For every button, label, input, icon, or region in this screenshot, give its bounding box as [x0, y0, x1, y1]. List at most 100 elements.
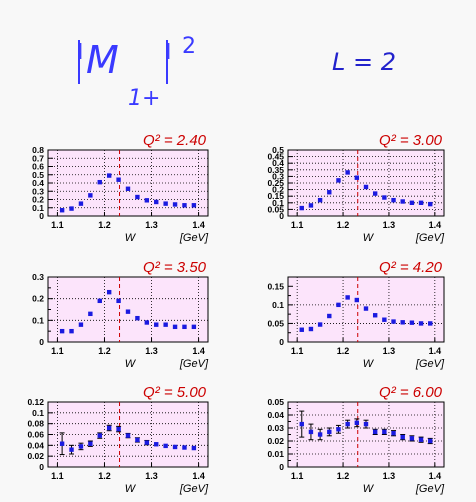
y-tick-label: 0.02: [267, 436, 284, 446]
y-tick-label: 0.7: [32, 153, 44, 163]
data-point: [154, 199, 159, 205]
data-point: [125, 433, 131, 438]
data-point: [172, 444, 178, 450]
data-point: [125, 186, 131, 191]
x-tick-label: 1.4: [429, 220, 442, 230]
data-point: [354, 297, 360, 303]
data-point: [69, 447, 74, 452]
data-point: [299, 205, 304, 211]
chart-panel-5: 1.1 1.2 1.3 1.4 00.020.040.060.080.10.12 Q² =…: [27, 384, 208, 495]
multipole-label: L = 2: [332, 48, 397, 76]
y-tick-label: 0.02: [27, 451, 44, 461]
y-tick-label: 0.35: [267, 165, 284, 175]
y-tick-label: 0.1: [272, 300, 284, 310]
data-point: [317, 197, 323, 203]
x-axis-unit: [GeV]: [415, 232, 445, 244]
y-tick-label: 0.05: [267, 204, 284, 214]
x-axis-unit: [GeV]: [179, 483, 209, 495]
data-point: [327, 313, 332, 319]
data-point: [354, 420, 360, 425]
y-tick-label: 0.25: [267, 178, 284, 188]
data-point: [154, 442, 159, 447]
y-tick-label: 0.05: [267, 397, 284, 407]
data-point: [59, 441, 65, 446]
y-tick-label: 0.3: [32, 272, 44, 282]
data-point: [125, 309, 131, 314]
data-point: [308, 326, 314, 332]
data-point: [97, 433, 102, 438]
data-point: [97, 179, 102, 185]
x-tick-label: 1.2: [98, 346, 111, 356]
data-point: [428, 438, 433, 444]
data-point: [363, 184, 369, 190]
data-point: [144, 440, 150, 445]
data-point: [327, 190, 332, 195]
y-tick-label: 0.4: [32, 178, 44, 188]
data-point: [409, 436, 415, 441]
x-tick-label: 1.2: [337, 471, 350, 481]
data-point: [428, 321, 433, 326]
y-tick-label: 0.06: [27, 430, 44, 440]
data-point: [354, 175, 360, 180]
y-tick-label: 0.2: [272, 185, 284, 195]
data-point: [428, 201, 433, 207]
y-tick-label: 0.4: [272, 158, 284, 168]
y-tick-label: 0.15: [267, 191, 284, 201]
data-point: [191, 324, 197, 330]
data-point: [172, 324, 178, 330]
x-tick-label: 1.1: [51, 346, 64, 356]
panel-title: Q² = 4.20: [379, 259, 443, 276]
y-tick-label: 0.5: [272, 145, 284, 155]
data-point: [59, 208, 65, 213]
x-tick-label: 1.2: [98, 220, 111, 230]
data-point: [308, 429, 314, 435]
y-tick-label: 0.6: [32, 162, 44, 172]
data-point: [106, 173, 112, 178]
x-axis-unit: [GeV]: [179, 358, 209, 370]
y-tick-label: 0: [279, 211, 284, 221]
data-point: [116, 177, 121, 182]
y-tick-label: 0: [39, 462, 44, 472]
data-point: [372, 429, 378, 435]
x-tick-label: 1.4: [429, 471, 442, 481]
data-point: [116, 426, 121, 432]
quantity-power: 2: [182, 34, 196, 59]
plot-area: [287, 401, 445, 468]
data-point: [88, 193, 93, 198]
data-point: [418, 437, 424, 442]
chart-panel-4: 1.1 1.2 1.3 1.4 0 0.05 0.1 0.15 Q² = 4.20 W [GeV]: [267, 259, 444, 370]
x-axis-unit: [GeV]: [415, 358, 445, 370]
data-point: [163, 201, 168, 206]
data-point: [299, 421, 304, 427]
quantity-symbol: M: [86, 38, 119, 82]
plot-area: [47, 149, 209, 217]
y-tick-label: 0: [279, 462, 284, 472]
panel-title: Q² = 5.00: [143, 384, 207, 401]
y-tick-label: 0.1: [32, 315, 44, 325]
y-tick-label: 0.8: [32, 145, 44, 155]
x-axis-label: W: [125, 483, 137, 495]
chart-panel-3: 1.1 1.2 1.3 1.4 0 0.1 0.2 0.3 Q² = 3.50 W [GeV]: [32, 259, 209, 370]
data-point: [400, 320, 405, 325]
data-point: [391, 431, 396, 436]
data-point: [78, 201, 84, 206]
x-tick-label: 1.3: [145, 220, 158, 230]
x-tick-label: 1.4: [429, 346, 442, 356]
data-point: [391, 319, 396, 324]
x-tick-label: 1.3: [383, 471, 396, 481]
y-tick-label: 0.03: [267, 423, 284, 433]
data-point: [106, 425, 112, 431]
data-point: [363, 421, 369, 427]
y-tick-label: 0.2: [32, 294, 44, 304]
data-point: [418, 200, 424, 205]
y-tick-label: 0.04: [27, 440, 44, 450]
data-point: [372, 313, 378, 318]
y-tick-label: 0.15: [267, 281, 284, 291]
data-point: [382, 429, 387, 435]
data-point: [317, 432, 323, 437]
y-tick-label: 0.01: [267, 449, 284, 459]
y-tick-label: 0.08: [27, 419, 44, 429]
data-point: [345, 170, 350, 175]
y-tick-label: 0.05: [267, 318, 284, 328]
x-tick-label: 1.4: [192, 471, 205, 481]
